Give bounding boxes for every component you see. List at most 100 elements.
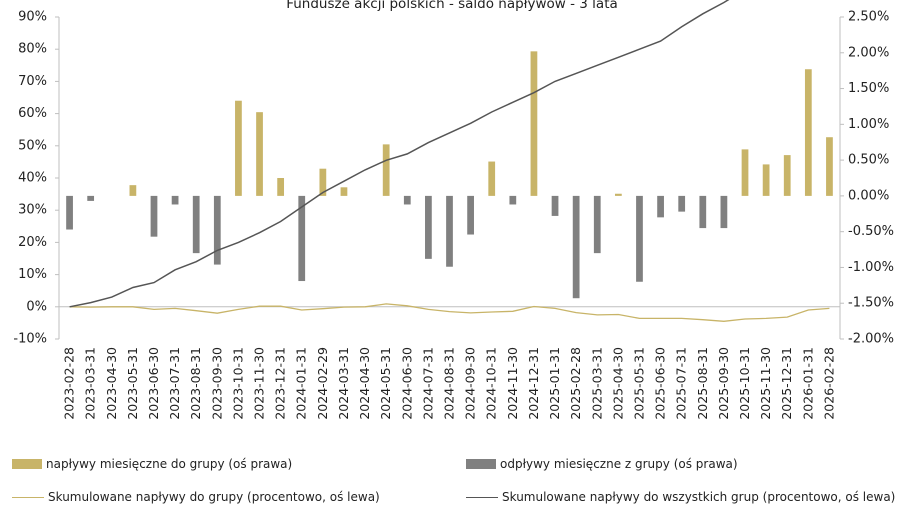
outflow-bar <box>699 195 707 229</box>
x-axis-tick-label: 2023-02-28 <box>62 347 77 420</box>
inflow-bar <box>614 193 622 196</box>
x-axis-tick-label: 2023-06-30 <box>146 347 161 420</box>
x-axis-tick-label: 2023-11-30 <box>252 347 267 420</box>
x-axis-tick-label: 2023-04-30 <box>104 347 119 420</box>
outflow-bar <box>66 195 73 230</box>
left-axis-tick-label: 90% <box>18 10 47 25</box>
x-axis-tick-label: 2024-01-31 <box>294 347 309 420</box>
right-axis-tick-label: -2.00% <box>848 332 894 347</box>
x-axis-tick-label: 2024-04-30 <box>357 347 372 420</box>
right-axis-tick-label: 2.50% <box>848 10 889 25</box>
outflow-bar <box>192 195 200 254</box>
chart-title: Fundusze akcji polskich - saldo napływów… <box>286 0 618 12</box>
left-axis-tick-label: 10% <box>18 267 47 282</box>
x-axis-tick-label: 2023-08-31 <box>188 347 203 420</box>
outflow-bar <box>593 195 601 254</box>
inflow-bar <box>741 149 749 196</box>
outflow-bar <box>636 195 643 282</box>
x-axis-tick-label: 2025-07-31 <box>674 347 689 420</box>
left-axis-tick-label: 0% <box>26 299 47 314</box>
outflow-bar <box>213 195 221 265</box>
inflow-bar <box>129 185 137 196</box>
x-axis-tick-label: 2026-02-28 <box>821 347 836 420</box>
x-axis-tick-label: 2023-03-31 <box>83 347 98 420</box>
cumulative-all-line <box>69 0 730 308</box>
legend-cum-all-swatch <box>466 496 498 498</box>
x-axis-tick-label: 2024-11-30 <box>505 347 520 420</box>
legend-outflows: odpływy miesięczne z grupy (oś prawa) <box>466 457 738 471</box>
legend-cum-all-label: Skumulowane napływy do wszystkich grup (… <box>502 490 896 504</box>
outflow-bar <box>425 195 432 259</box>
x-axis-tick-label: 2025-03-31 <box>589 347 604 420</box>
x-axis-tick-label: 2023-09-30 <box>209 347 224 420</box>
inflow-bar <box>319 168 327 196</box>
legend-outflows-swatch <box>466 459 496 469</box>
inflow-bar <box>340 187 348 196</box>
x-axis-tick-label: 2023-05-31 <box>125 347 140 420</box>
legend-cum-group: Skumulowane napływy do grupy (procentowo… <box>12 490 380 504</box>
legend-cum-group-label: Skumulowane napływy do grupy (procentowo… <box>48 490 380 504</box>
legend-inflows: napływy miesięczne do grupy (oś prawa) <box>12 457 292 471</box>
right-axis-tick-label: 0.00% <box>848 188 889 203</box>
legend-cum-all: Skumulowane napływy do wszystkich grup (… <box>466 490 895 504</box>
legend-inflows-label: napływy miesięczne do grupy (oś prawa) <box>46 457 293 471</box>
left-axis-tick-label: -10% <box>13 332 47 347</box>
axes: -10% 0% 10% 20% 30% 40% 50% 60% 70% 80% 90% -2.00% -… <box>13 10 894 347</box>
left-axis-tick-label: 20% <box>18 235 47 250</box>
x-axis-tick-label: 2024-12-31 <box>526 347 541 420</box>
right-axis-tick-label: -1.50% <box>848 296 894 311</box>
x-axis-tick-label: 2025-06-30 <box>653 347 668 420</box>
x-axis-tick-label: 2023-12-31 <box>273 347 288 420</box>
left-axis-tick-label: 80% <box>18 42 47 57</box>
outflow-bar <box>509 195 517 205</box>
inflow-bar <box>826 137 833 196</box>
x-axis-tick-label: 2025-01-31 <box>547 347 562 420</box>
x-axis-tick-label: 2025-10-31 <box>737 347 752 420</box>
outflow-bar <box>87 195 95 201</box>
inflow-bar <box>256 112 263 196</box>
outflow-bar <box>467 195 474 235</box>
x-axis-tick-label: 2025-08-31 <box>695 347 710 420</box>
right-axis-tick-label: 2.00% <box>848 45 889 60</box>
inflow-bar <box>382 144 390 196</box>
outflow-bar <box>678 195 686 212</box>
x-axis-tick-label: 2024-08-31 <box>442 347 457 420</box>
x-axis-tick-label: 2024-09-30 <box>463 347 478 420</box>
legend-outflows-label: odpływy miesięczne z grupy (oś prawa) <box>500 457 738 471</box>
x-axis-tick-label: 2025-12-31 <box>779 347 794 420</box>
x-axis-tick-label: 2024-05-31 <box>378 347 393 420</box>
outflow-bar <box>298 195 306 282</box>
x-axis-tick-label: 2025-04-30 <box>610 347 625 420</box>
x-axis-tick-label: 2024-10-31 <box>484 347 499 420</box>
cumulative-group-line <box>69 303 830 322</box>
x-axis-tick-label: 2026-01-31 <box>800 347 815 420</box>
outflow-bar <box>657 195 664 218</box>
x-axis-tick-label: 2024-06-30 <box>399 347 414 420</box>
outflow-bar <box>446 195 453 267</box>
right-axis-tick-label: -0.50% <box>848 224 894 239</box>
outflow-bar <box>572 195 580 299</box>
inflow-bar <box>235 100 242 196</box>
legend-cum-group-swatch <box>12 496 44 498</box>
outflow-bar <box>551 195 559 216</box>
x-axis-tick-label: 2025-11-30 <box>758 347 773 420</box>
right-axis-tick-label: 0.50% <box>848 153 889 168</box>
x-axis-tick-label: 2025-09-30 <box>716 347 731 420</box>
right-axis-tick-label: 1.50% <box>848 81 889 96</box>
outflow-bar <box>720 195 728 229</box>
inflow-bar <box>804 69 812 196</box>
left-axis-tick-label: 30% <box>18 203 47 218</box>
x-axis-tick-label: 2024-07-31 <box>420 347 435 420</box>
x-axis-tick-label: 2024-02-29 <box>315 347 330 420</box>
left-axis-tick-label: 50% <box>18 138 47 153</box>
left-axis-tick-label: 70% <box>18 74 47 89</box>
outflow-bar <box>171 195 179 205</box>
right-axis-tick-label: -1.00% <box>848 260 894 275</box>
x-axis-tick-label: 2023-07-31 <box>167 347 182 420</box>
inflow-bar <box>488 161 496 196</box>
bars <box>66 51 833 299</box>
lines <box>69 0 830 322</box>
x-axis-tick-label: 2023-10-31 <box>230 347 245 420</box>
x-axis-tick-label: 2025-05-31 <box>631 347 646 420</box>
